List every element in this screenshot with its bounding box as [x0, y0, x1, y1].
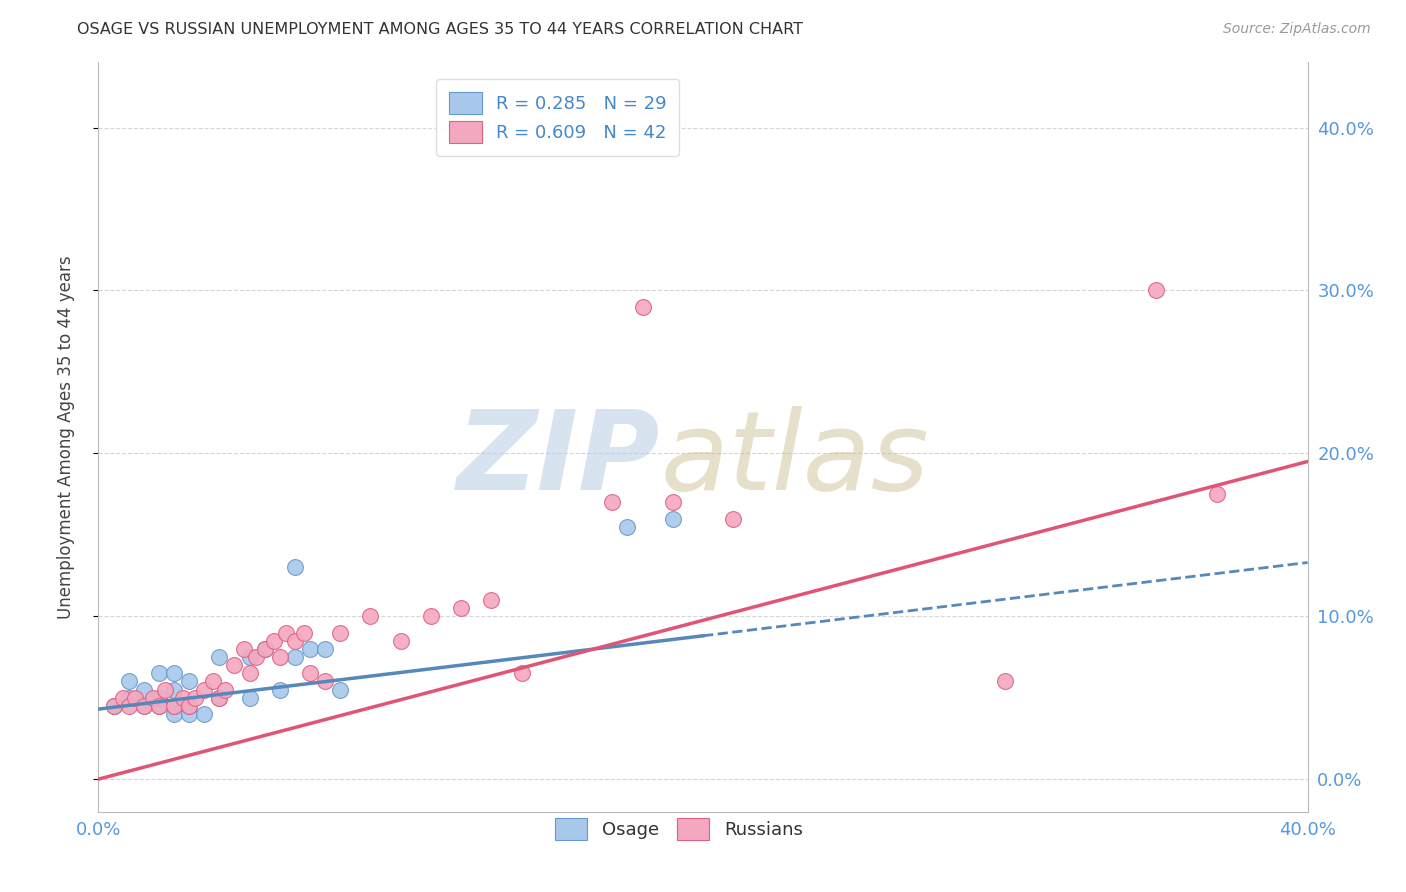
Point	[163, 698, 186, 713]
Point	[193, 682, 215, 697]
Point	[208, 650, 231, 665]
Point	[284, 633, 307, 648]
Point	[284, 560, 307, 574]
Point	[172, 690, 194, 705]
Point	[202, 674, 225, 689]
Point	[142, 690, 165, 705]
Point	[232, 641, 254, 656]
Point	[163, 698, 186, 713]
Y-axis label: Unemployment Among Ages 35 to 44 years: Unemployment Among Ages 35 to 44 years	[56, 255, 75, 619]
Point	[1206, 487, 1229, 501]
Text: Source: ZipAtlas.com: Source: ZipAtlas.com	[1223, 22, 1371, 37]
Text: OSAGE VS RUSSIAN UNEMPLOYMENT AMONG AGES 35 TO 44 YEARS CORRELATION CHART: OSAGE VS RUSSIAN UNEMPLOYMENT AMONG AGES…	[77, 22, 803, 37]
Point	[329, 625, 352, 640]
Point	[239, 650, 262, 665]
Point	[132, 698, 155, 713]
Point	[631, 300, 654, 314]
Point	[274, 625, 297, 640]
Point	[148, 690, 170, 705]
Point	[253, 641, 276, 656]
Point	[269, 682, 291, 697]
Point	[163, 706, 186, 721]
Point	[208, 690, 231, 705]
Point	[193, 706, 215, 721]
Point	[118, 698, 141, 713]
Point	[314, 674, 336, 689]
Point	[360, 609, 382, 624]
Point	[179, 674, 201, 689]
Point	[163, 682, 186, 697]
Point	[111, 690, 134, 705]
Point	[450, 601, 472, 615]
Point	[148, 698, 170, 713]
Point	[208, 690, 231, 705]
Text: atlas: atlas	[661, 406, 929, 513]
Point	[239, 666, 262, 681]
Point	[299, 641, 322, 656]
Point	[269, 650, 291, 665]
Point	[124, 690, 146, 705]
Point	[163, 666, 186, 681]
Point	[118, 690, 141, 705]
Point	[239, 690, 262, 705]
Point	[284, 650, 307, 665]
Point	[602, 495, 624, 509]
Point	[224, 658, 246, 673]
Point	[723, 511, 745, 525]
Point	[510, 666, 533, 681]
Point	[661, 495, 683, 509]
Point	[153, 682, 176, 697]
Point	[118, 674, 141, 689]
Point	[389, 633, 412, 648]
Point	[420, 609, 443, 624]
Point	[1144, 284, 1167, 298]
Point	[103, 698, 125, 713]
Point	[661, 511, 683, 525]
Point	[148, 698, 170, 713]
Point	[184, 690, 207, 705]
Point	[263, 633, 285, 648]
Point	[616, 519, 638, 533]
Legend: Osage, Russians: Osage, Russians	[547, 811, 810, 847]
Point	[253, 641, 276, 656]
Point	[245, 650, 267, 665]
Point	[132, 682, 155, 697]
Point	[292, 625, 315, 640]
Point	[314, 641, 336, 656]
Point	[179, 706, 201, 721]
Point	[481, 593, 503, 607]
Text: ZIP: ZIP	[457, 406, 661, 513]
Point	[214, 682, 236, 697]
Point	[994, 674, 1017, 689]
Point	[148, 666, 170, 681]
Point	[179, 698, 201, 713]
Point	[132, 698, 155, 713]
Point	[103, 698, 125, 713]
Point	[299, 666, 322, 681]
Point	[329, 682, 352, 697]
Point	[179, 698, 201, 713]
